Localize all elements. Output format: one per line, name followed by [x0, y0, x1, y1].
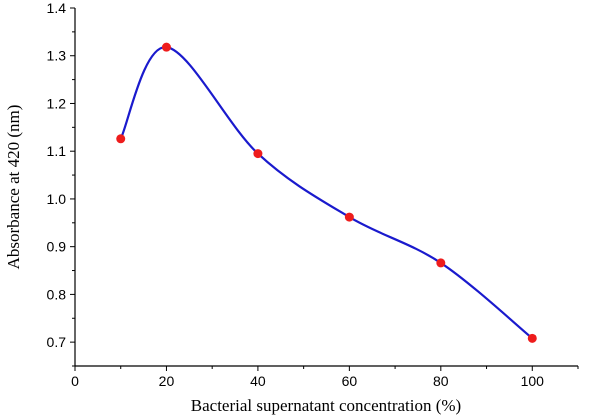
- y-tick-label: 1.3: [47, 48, 67, 64]
- x-tick-label: 100: [521, 373, 545, 389]
- y-tick-label: 1.2: [47, 95, 67, 111]
- series-line: [119, 46, 533, 340]
- y-tick-label: 0.9: [47, 239, 67, 255]
- plot-frame: [74, 8, 578, 367]
- y-ticks: 0.7 0.8 0.9 1.0 1.1 1.2 1.3 1.4: [47, 0, 75, 367]
- x-tick-label: 20: [159, 373, 175, 389]
- data-point: [344, 212, 354, 222]
- x-tick-label: 40: [250, 373, 266, 389]
- x-tick-label: 0: [71, 373, 79, 389]
- x-tick-label: 60: [342, 373, 358, 389]
- y-tick-label: 1.4: [47, 0, 67, 16]
- x-tick-label: 80: [433, 373, 449, 389]
- y-tick-label: 1.1: [47, 143, 67, 159]
- data-point: [161, 42, 171, 52]
- x-ticks: 0 20 40 60 80 100: [71, 366, 579, 389]
- data-point: [116, 134, 126, 144]
- x-axis-title: Bacterial supernatant concentration (%): [191, 396, 461, 415]
- data-point: [436, 258, 446, 268]
- data-point: [253, 149, 263, 159]
- series-group: [116, 42, 537, 343]
- y-tick-label: 0.8: [47, 286, 67, 302]
- data-point: [527, 333, 537, 343]
- y-tick-label: 0.7: [47, 334, 67, 350]
- y-tick-label: 1.0: [47, 191, 67, 207]
- y-axis-title: Absorbance at 420 (nm): [4, 105, 23, 270]
